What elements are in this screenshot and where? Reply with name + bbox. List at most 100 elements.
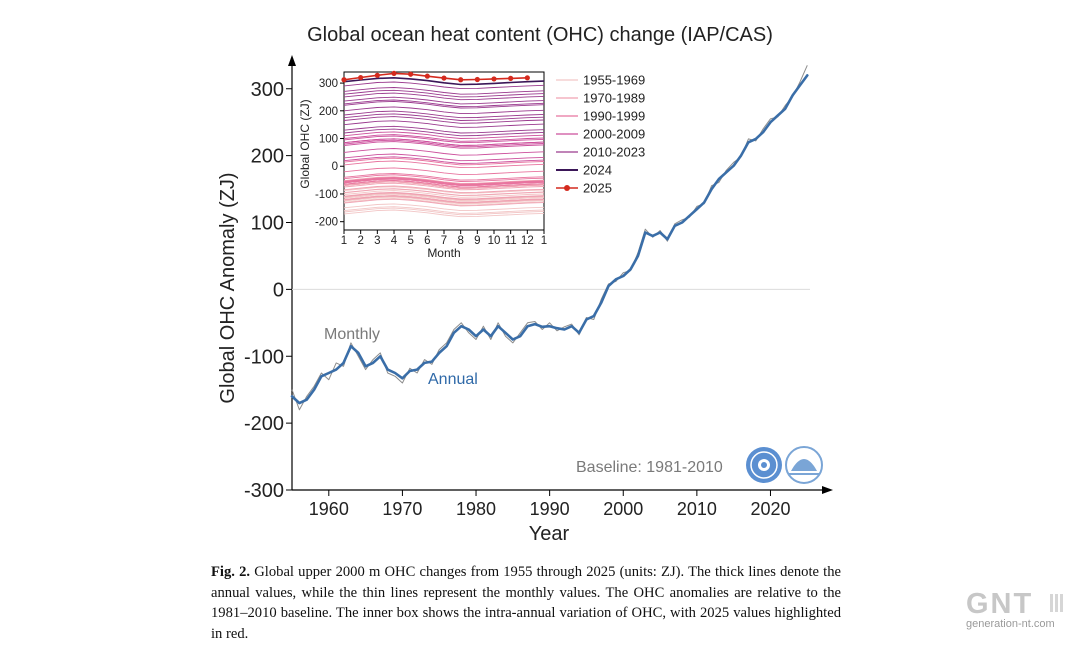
inset-year-line	[343, 131, 545, 139]
caption-text: Global upper 2000 m OHC changes from 195…	[211, 564, 841, 642]
y-tick-label: 100	[251, 213, 284, 235]
inset-year-line	[343, 87, 545, 95]
inset-x-tick-label: 11	[505, 235, 517, 247]
annual-series-line	[290, 74, 809, 405]
legend-marker	[564, 185, 570, 191]
inset-year-line	[343, 176, 545, 184]
inset-year-line	[343, 190, 545, 198]
inset-y-tick-label: 200	[319, 106, 338, 118]
y-tick-label: 200	[251, 146, 284, 168]
inset-2025-point	[491, 76, 497, 82]
inset-2025-point	[424, 73, 430, 79]
inset-year-line	[343, 207, 545, 216]
monthly-annotation: Monthly	[324, 326, 380, 343]
inset-2025-point	[358, 74, 364, 81]
inset-x-tick-label: 1	[541, 235, 547, 247]
inset-year-line	[343, 191, 545, 200]
watermark-logo: GNT	[966, 588, 1034, 620]
inset-year-line	[343, 139, 545, 148]
inset-year-line	[343, 177, 545, 186]
inset-x-tick-label: 3	[374, 235, 380, 247]
inset-x-tick-label: 8	[457, 235, 463, 247]
inset-x-tick-label: 5	[407, 235, 413, 247]
legend-label: 2025	[583, 181, 612, 196]
inset-2025-point	[508, 75, 514, 81]
inset-x-axis-label: Month	[427, 246, 460, 260]
watermark-url: generation-nt.com	[966, 618, 1055, 630]
inset-2025-line	[343, 72, 528, 81]
inset-year-line	[343, 192, 545, 201]
inset-year-line	[343, 185, 545, 194]
inset-x-tick-label: 12	[521, 235, 534, 247]
inset-x-tick-label: 1	[341, 235, 347, 247]
inset-year-line	[343, 157, 545, 166]
y-tick-label: -300	[244, 480, 284, 502]
y-tick-labels: -300 -200 -100 0 100 200 300	[244, 79, 292, 502]
y-tick-label: -100	[244, 346, 284, 368]
legend-label: 1955-1969	[583, 73, 645, 88]
inset-year-line	[343, 186, 545, 194]
inset-year-line	[343, 203, 545, 212]
inset-2025-point	[441, 75, 447, 81]
inset-x-tick-label: 10	[488, 235, 501, 247]
inset-year-line	[343, 153, 545, 162]
legend-label: 2010-2023	[583, 145, 645, 160]
inset-2025-point	[474, 76, 480, 83]
inset-year-line	[343, 209, 545, 218]
y-axis-label: Global OHC Anomaly (ZJ)	[217, 172, 239, 403]
ohc-figure: Global ocean heat content (OHC) change (…	[217, 24, 833, 545]
inset-year-line	[343, 193, 545, 202]
inset-x-tick-labels: 1 2 3 4 5 6 7 8 9 10 11 12 1	[341, 230, 547, 247]
legend-label: 2024	[583, 163, 612, 178]
inset-year-line	[343, 173, 545, 181]
inset-2025-point	[391, 70, 397, 76]
inset-year-line	[343, 148, 545, 156]
x-tick-label: 1990	[530, 499, 570, 519]
inset-year-line	[343, 192, 545, 200]
figure-caption: Fig. 2. Global upper 2000 m OHC changes …	[211, 562, 841, 644]
inset-year-line	[343, 195, 545, 204]
inset-2025-point	[458, 77, 464, 83]
inset-year-line	[343, 113, 545, 121]
inset-year-line	[343, 106, 545, 115]
inset-2025-point	[524, 75, 530, 81]
iap-logo-icon	[785, 446, 823, 484]
inset-year-line	[343, 110, 545, 119]
chart-title: Global ocean heat content (OHC) change (…	[307, 24, 773, 46]
inset-year-line	[343, 178, 545, 187]
x-tick-label: 1970	[382, 499, 422, 519]
inset-year-line	[343, 188, 545, 196]
y-tick-label: 300	[251, 79, 284, 101]
inset-y-tick-label: 300	[319, 78, 338, 90]
legend-label: 2000-2009	[583, 127, 645, 142]
x-tick-labels: 1960 1970 1980 1990 2000 2010 2020	[309, 490, 790, 519]
inset-year-line	[343, 197, 545, 206]
inset-x-tick-label: 2	[357, 235, 363, 247]
inset-year-line	[343, 99, 545, 108]
inset-year-line	[343, 141, 545, 149]
inset-year-line	[343, 128, 545, 137]
inset-y-tick-label: 0	[332, 161, 338, 173]
inset-year-line	[343, 182, 545, 191]
inset-year-line	[343, 81, 545, 90]
inset-year-line	[343, 181, 545, 189]
inset-year-line	[343, 198, 545, 207]
inset-lines-group	[343, 76, 545, 218]
inset-legend: 1955-1969 1970-1989 1990-1999 2000-2009 2010…	[556, 73, 645, 196]
inset-year-line	[343, 100, 545, 109]
inset-year-line	[343, 177, 545, 185]
inset-x-tick-label: 7	[441, 235, 447, 247]
inset-year-line	[343, 138, 545, 146]
inset-year-line	[343, 179, 545, 188]
inset-2025-series	[341, 70, 530, 83]
inset-year-line	[343, 195, 545, 203]
x-tick-label: 1960	[309, 499, 349, 519]
inset-y-tick-labels: -200 -100 0 100 200 300	[315, 78, 344, 229]
x-tick-label: 2010	[677, 499, 717, 519]
inset-year-line	[343, 160, 545, 169]
watermark: GNT generation-nt.com	[966, 588, 1076, 632]
x-tick-label: 2000	[603, 499, 643, 519]
cas-logo-icon	[746, 447, 782, 483]
inset-year-line	[343, 135, 545, 144]
inset-2025-point	[374, 72, 380, 78]
